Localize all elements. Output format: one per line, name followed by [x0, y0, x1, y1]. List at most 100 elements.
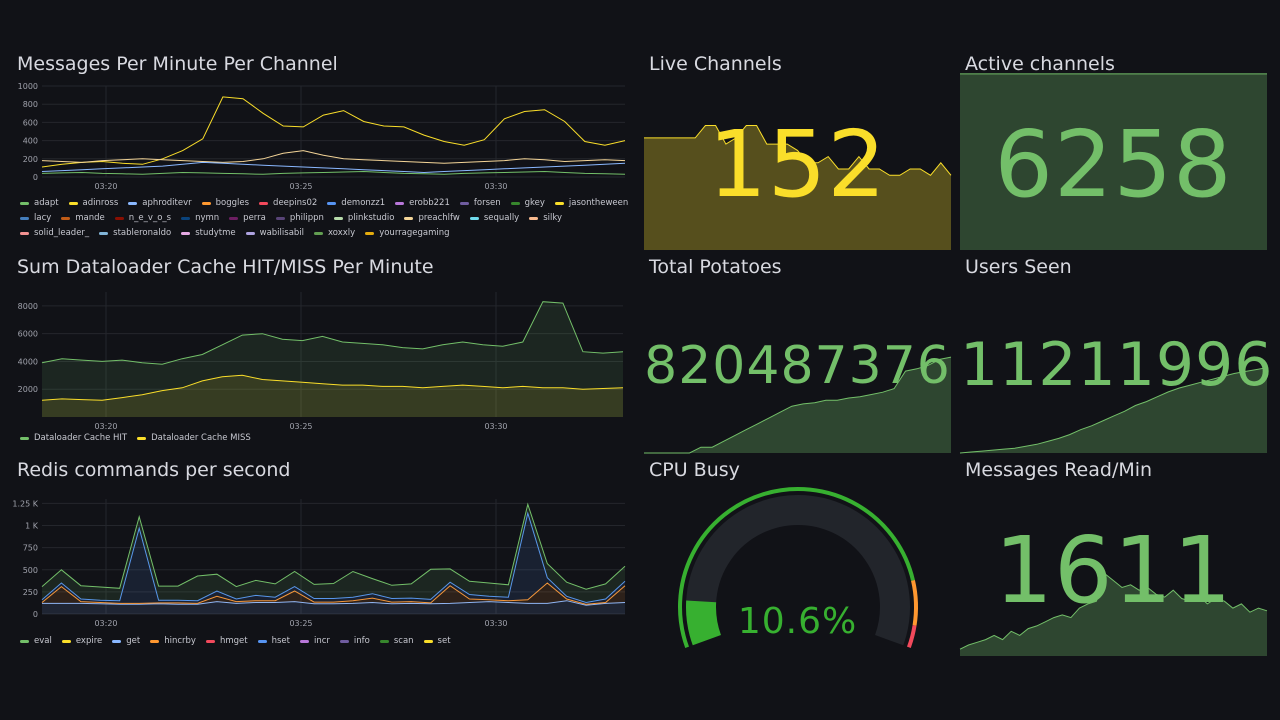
- series-line-aphroditevr[interactable]: [41, 161, 626, 174]
- messages-chart[interactable]: 0 200 400 600 800 1000 03:20 03:25 03:30: [17, 53, 632, 193]
- legend-item-scan[interactable]: scan: [379, 636, 414, 646]
- legend-item-xoxxly[interactable]: xoxxly: [314, 228, 355, 238]
- legend-label: studytme: [195, 228, 236, 238]
- legend-item-info[interactable]: info: [339, 636, 370, 646]
- x-tick-label: 03:30: [484, 182, 507, 191]
- legend-label: eval: [34, 636, 52, 646]
- legend-swatch: [20, 639, 29, 643]
- legend-item-mande[interactable]: mande: [61, 213, 105, 223]
- legend-item-boggles[interactable]: boggles: [201, 198, 249, 208]
- legend-swatch: [529, 216, 539, 220]
- panel-title: CPU Busy: [649, 459, 740, 481]
- y-tick-label: 0: [33, 173, 38, 182]
- series-line-hset[interactable]: [41, 511, 626, 604]
- series-line-adapt[interactable]: [41, 170, 626, 175]
- legend-swatch: [404, 216, 414, 220]
- legend-swatch: [61, 216, 71, 220]
- legend-item-studytme[interactable]: studytme: [181, 228, 236, 238]
- legend-item-get[interactable]: get: [112, 636, 140, 646]
- legend-item-erobb221[interactable]: erobb221: [395, 198, 450, 208]
- sparkline-line: [644, 356, 952, 454]
- y-tick-label: 400: [23, 137, 38, 146]
- series-line-get[interactable]: [42, 600, 626, 606]
- legend-item-yourragegaming[interactable]: yourragegaming: [365, 228, 450, 238]
- y-tick-label: 1.25 K: [12, 499, 38, 508]
- redis-panel: Redis commands per second 0 250 500 750 1 K 1…: [12, 459, 632, 654]
- legend-item-adinross[interactable]: adinross: [68, 198, 118, 208]
- legend-swatch: [333, 216, 343, 220]
- legend: eval expire get hincrby hmget hset incr info sca…: [20, 636, 630, 646]
- cache-chart[interactable]: 2000 4000 6000 8000 03:20 03:25 03:30: [17, 256, 632, 431]
- legend-item-silky[interactable]: silky: [529, 213, 562, 223]
- legend-item-jasontheween[interactable]: jasontheween: [554, 198, 628, 208]
- legend-label: yourragegaming: [379, 228, 450, 238]
- users-seen-sparkline: [959, 367, 1268, 454]
- series-line-Dataloader Cache HIT[interactable]: [41, 301, 624, 365]
- legend-swatch: [201, 201, 211, 205]
- legend: Dataloader Cache HIT Dataloader Cache MIS…: [20, 433, 630, 443]
- legend-swatch: [20, 216, 29, 220]
- redis-chart[interactable]: 0 250 500 750 1 K 1.25 K 03:20 03:25 03:30: [12, 459, 632, 634]
- legend-label: set: [437, 636, 451, 646]
- legend-item-n_e_v_o_s[interactable]: n_e_v_o_s: [114, 213, 171, 223]
- series-line-hincrby[interactable]: [41, 582, 626, 605]
- y-tick-label: 500: [23, 566, 38, 575]
- series-line-scan[interactable]: [41, 502, 626, 590]
- x-tick-label: 03:20: [94, 182, 117, 191]
- legend-label: expire: [75, 636, 103, 646]
- legend-swatch: [68, 201, 78, 205]
- legend-item-adapt[interactable]: adapt: [20, 198, 59, 208]
- legend-item-preachlfw[interactable]: preachlfw: [404, 213, 460, 223]
- sparkline-line: [959, 367, 1268, 454]
- legend-item-sequally[interactable]: sequally: [469, 213, 519, 223]
- legend-swatch: [20, 231, 29, 235]
- y-tick-label: 750: [23, 544, 38, 553]
- legend-item-perra[interactable]: perra: [229, 213, 266, 223]
- legend-item-solid_leader_[interactable]: solid_leader_: [20, 228, 89, 238]
- legend-item-philippn[interactable]: philippn: [275, 213, 324, 223]
- legend-item-nymn[interactable]: nymn: [181, 213, 219, 223]
- legend-label: silky: [543, 213, 563, 223]
- legend-swatch: [314, 231, 324, 235]
- legend-item-eval[interactable]: eval: [20, 636, 52, 646]
- legend-item-hmget[interactable]: hmget: [205, 636, 248, 646]
- legend-item-hset[interactable]: hset: [257, 636, 290, 646]
- series-line-Dataloader Cache MISS[interactable]: [41, 374, 624, 401]
- legend-item-Dataloader Cache MISS[interactable]: Dataloader Cache MISS: [137, 433, 251, 443]
- legend-swatch: [150, 639, 160, 643]
- x-tick-label: 03:25: [289, 619, 312, 628]
- series-line-jasontheween[interactable]: [41, 96, 626, 168]
- legend-item-hincrby[interactable]: hincrby: [150, 636, 196, 646]
- legend-item-expire[interactable]: expire: [61, 636, 103, 646]
- legend-item-incr[interactable]: incr: [299, 636, 330, 646]
- legend-swatch: [395, 201, 405, 205]
- legend-item-forsen[interactable]: forsen: [459, 198, 501, 208]
- legend-label: stableronaldo: [113, 228, 172, 238]
- legend-swatch: [469, 216, 479, 220]
- series-line-adinross[interactable]: [41, 150, 626, 164]
- legend-item-deepins02[interactable]: deepins02: [259, 198, 317, 208]
- legend-swatch: [510, 201, 520, 205]
- legend-item-demonzz1[interactable]: demonzz1: [327, 198, 385, 208]
- legend-label: xoxxly: [328, 228, 356, 238]
- legend-item-lacy[interactable]: lacy: [20, 213, 51, 223]
- total-potatoes-sparkline: [644, 356, 952, 454]
- legend: adapt adinross aphroditevr boggles deepins02…: [20, 198, 630, 238]
- legend-swatch: [137, 436, 147, 440]
- y-tick-label: 250: [23, 588, 38, 597]
- panel-title: Redis commands per second: [17, 459, 291, 481]
- legend-item-set[interactable]: set: [423, 636, 451, 646]
- legend-label: scan: [393, 636, 414, 646]
- legend-label: solid_leader_: [34, 228, 90, 238]
- legend-item-stableronaldo[interactable]: stableronaldo: [99, 228, 171, 238]
- legend-label: Dataloader Cache HIT: [34, 433, 128, 443]
- legend-label: plinkstudio: [347, 213, 395, 223]
- legend-item-aphroditevr[interactable]: aphroditevr: [128, 198, 192, 208]
- legend-item-plinkstudio[interactable]: plinkstudio: [333, 213, 395, 223]
- y-tick-label: 600: [23, 118, 38, 127]
- legend-item-Dataloader Cache HIT[interactable]: Dataloader Cache HIT: [20, 433, 127, 443]
- legend-label: adapt: [34, 198, 59, 208]
- legend-label: mande: [75, 213, 105, 223]
- legend-item-gkey[interactable]: gkey: [510, 198, 545, 208]
- legend-item-wabilisabil[interactable]: wabilisabil: [245, 228, 304, 238]
